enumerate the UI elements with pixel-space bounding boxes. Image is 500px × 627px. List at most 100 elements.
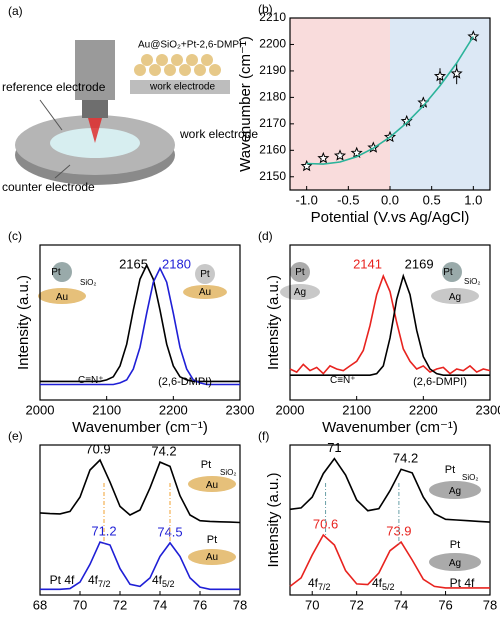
star-point	[450, 67, 463, 79]
plot-frame	[39, 444, 241, 596]
x-tick-label: 2300	[226, 402, 255, 417]
annotation-text: Au	[56, 292, 68, 303]
annotation-text: SiO₂	[220, 468, 236, 477]
peak-label: 2165	[119, 256, 148, 271]
objective-tip	[82, 100, 108, 118]
annotation-text: Pt	[207, 534, 217, 546]
annotation-text: Ag	[449, 558, 461, 569]
annotation: Pt	[443, 267, 453, 278]
annotation-text: 4f	[308, 576, 319, 590]
annotation: 4f7/2	[88, 573, 111, 589]
annotation: Ag	[449, 486, 461, 497]
peak-label: 74.2	[393, 451, 418, 466]
y-tick-label: 2200	[259, 37, 286, 51]
x-tick-label: 78	[233, 597, 247, 612]
annotation-text: Au	[199, 287, 211, 298]
x-tick-label: 68	[33, 597, 47, 612]
annotation-text: Pt	[295, 267, 305, 278]
annotation-text: Pt	[445, 464, 455, 476]
annotation: Pt	[450, 539, 460, 551]
y-tick-label: 2170	[259, 116, 286, 130]
annotation-text: Pt	[450, 539, 460, 551]
x-tick-label: 70	[73, 597, 87, 612]
annotation-sub: 5/2	[382, 582, 395, 592]
y-axis-label: Intensity (a.u.)	[265, 472, 282, 567]
x-tick-label: 2100	[92, 402, 121, 417]
illustration-text: reference electrode	[2, 80, 106, 94]
annotation: Pt	[201, 459, 211, 471]
annotation: C≡N⁺	[78, 375, 104, 386]
series-line	[289, 273, 491, 375]
panel-label: (c)	[8, 229, 22, 243]
illustration-text: work electrode	[179, 127, 258, 141]
star-point	[467, 30, 480, 42]
x-tick-label: -0.5	[337, 192, 359, 207]
series-line	[306, 36, 474, 165]
panel-label: (a)	[8, 4, 23, 18]
y-tick-label: 2160	[259, 142, 286, 156]
x-axis-label: Wavenumber (cm⁻¹)	[322, 419, 458, 436]
x-tick-label: 2300	[476, 402, 500, 417]
annotation-text: (2,6-DMPI)	[413, 376, 467, 388]
annotation: Ag	[449, 558, 461, 569]
series-line	[289, 533, 490, 589]
annotation: Pt	[207, 534, 217, 546]
series-line	[289, 457, 491, 523]
y-axis-label: Intensity (a.u.)	[265, 275, 282, 370]
particles	[134, 54, 221, 76]
panel-label: (d)	[258, 229, 273, 243]
annotation-sub: 7/2	[98, 579, 111, 589]
panel: (b) -1.0 -0.5 0.0 0.5 1.0 2150 2160 2170 2180 2190…	[237, 2, 491, 226]
objective	[75, 40, 115, 100]
star-point	[317, 151, 330, 164]
panel-label: (b)	[258, 2, 273, 16]
y-tick-label: 2150	[259, 169, 286, 183]
annotation: (2,6-DMPI)	[158, 376, 212, 388]
annotation-text: Pt	[200, 269, 210, 280]
pointer	[54, 164, 71, 179]
x-tick-label: 70	[305, 597, 319, 612]
annotation: Pt	[200, 269, 210, 280]
annotation-text: Ag	[294, 287, 306, 298]
x-tick-label: 2200	[159, 402, 188, 417]
x-tick-label: 1.0	[464, 192, 482, 207]
annotation-sub: 5/2	[162, 579, 175, 589]
panel: (f) 70 72 74 76 78 Intensity (a.u.) 71 74.2 70.6 7…	[258, 429, 497, 612]
x-tick-label: 76	[193, 597, 207, 612]
x-tick-label: 2000	[26, 402, 55, 417]
x-tick-label: 0.0	[381, 192, 399, 207]
x-tick-label: 76	[438, 597, 452, 612]
annotation-text: Pt	[51, 267, 61, 278]
panel: (c) 2000 2100 2200 2300 Wavenumber (cm⁻¹) Inte…	[8, 229, 254, 436]
star-point	[300, 159, 313, 172]
series-line	[290, 273, 490, 376]
annotation-text: Ag	[449, 292, 461, 303]
annotation: 4f5/2	[152, 573, 175, 589]
annotation-sub: 7/2	[318, 582, 331, 592]
series-line	[40, 541, 240, 591]
annotation: SiO₂	[80, 278, 96, 287]
annotation-text: Pt	[201, 459, 211, 471]
laser	[88, 118, 102, 143]
annotation-text: C≡N⁺	[330, 375, 356, 386]
panel-label: (e)	[8, 429, 23, 443]
plot-frame	[289, 444, 491, 596]
annotation-text: Ag	[449, 486, 461, 497]
x-tick-label: 74	[394, 597, 408, 612]
plot-frame	[289, 244, 491, 401]
panel-label: (f)	[258, 429, 269, 443]
annotation-text: SiO₂	[80, 278, 96, 287]
annotation: 4f7/2	[308, 576, 331, 592]
annotation: 4f5/2	[372, 576, 395, 592]
insets	[38, 262, 481, 571]
illustration-text: work electrode	[149, 82, 215, 93]
annotation: Pt	[445, 464, 455, 476]
annotation-text: Pt 4f	[50, 573, 75, 587]
x-tick-label: 78	[483, 597, 497, 612]
annotation: Au	[206, 552, 218, 563]
illustration: (a) Au@SiO₂+Pt-2,6-DMPI work electrode r…	[2, 4, 258, 194]
annotation: Au	[199, 287, 211, 298]
peak-label: 74.2	[151, 444, 176, 459]
annotation: Au	[56, 292, 68, 303]
